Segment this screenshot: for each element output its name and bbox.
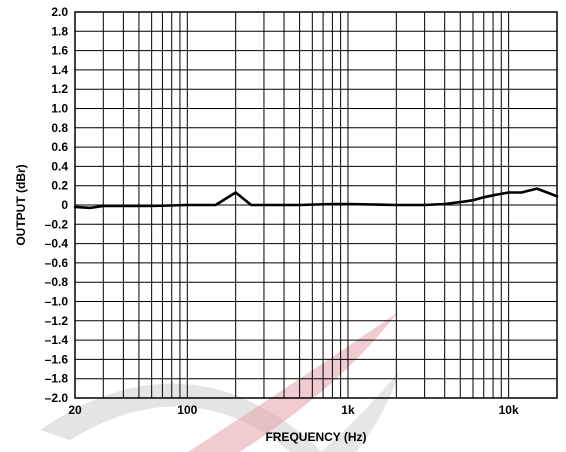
y-axis-title: OUTPUT (dBr) bbox=[14, 164, 28, 245]
y-tick-label: –0.6 bbox=[45, 256, 69, 270]
y-axis-tick-labels: 2.0 1.8 1.6 1.4 1.2 1.0 0.8 0.6 0.4 0.2 0 –0.2 –0.4 –… bbox=[45, 5, 69, 405]
y-tick-label: 0 bbox=[61, 198, 68, 212]
chart-series bbox=[73, 187, 559, 210]
y-tick-label: –1.4 bbox=[45, 333, 69, 347]
x-axis-title: FREQUENCY (Hz) bbox=[265, 430, 366, 444]
y-tick-label: 1.2 bbox=[51, 82, 68, 96]
series-line bbox=[73, 187, 559, 210]
watermark-swoosh-gray bbox=[40, 383, 322, 452]
watermark-swoosh-gray-2 bbox=[320, 370, 400, 452]
y-tick-label: –1.2 bbox=[45, 314, 69, 328]
y-tick-label: –0.8 bbox=[45, 275, 69, 289]
x-axis-tick-labels: 20 100 1k 10k bbox=[68, 403, 519, 417]
y-tick-label: 0.6 bbox=[51, 140, 68, 154]
y-tick-label: –1.8 bbox=[45, 372, 69, 386]
y-tick-label: –2.0 bbox=[45, 391, 69, 405]
y-tick-label: 0.4 bbox=[51, 159, 68, 173]
y-tick-label: –0.2 bbox=[45, 217, 69, 231]
y-tick-label: 0.2 bbox=[51, 179, 68, 193]
y-tick-label: 1.6 bbox=[51, 44, 68, 58]
x-tick-label: 10k bbox=[499, 403, 519, 417]
y-tick-label: 1.0 bbox=[51, 102, 68, 116]
y-tick-label: 1.4 bbox=[51, 63, 68, 77]
x-tick-label: 100 bbox=[177, 403, 197, 417]
y-tick-label: –0.4 bbox=[45, 237, 69, 251]
x-tick-label: 20 bbox=[68, 403, 82, 417]
plot-frame bbox=[74, 11, 558, 399]
y-tick-label: 1.8 bbox=[51, 24, 68, 38]
y-tick-label: –1.0 bbox=[45, 295, 69, 309]
y-tick-label: 2.0 bbox=[51, 5, 68, 19]
x-tick-label: 1k bbox=[341, 403, 355, 417]
y-tick-label: –1.6 bbox=[45, 352, 69, 366]
y-tick-label: 0.8 bbox=[51, 121, 68, 135]
watermark-logo bbox=[40, 312, 400, 452]
